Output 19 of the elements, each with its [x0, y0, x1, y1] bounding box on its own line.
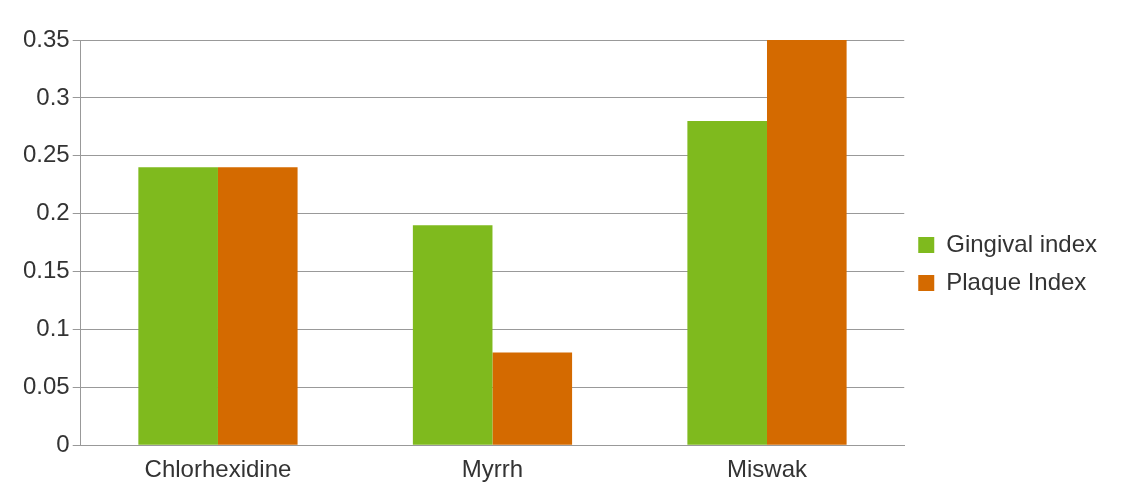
y-tick-label: 0.25 — [22, 140, 70, 168]
y-tick-label: 0.1 — [36, 314, 70, 342]
y-tick-label: 0.3 — [36, 82, 70, 110]
y-tick-label: 0 — [56, 429, 70, 457]
bar — [687, 121, 767, 445]
y-tick-label: 0.05 — [22, 371, 70, 399]
y-tick-label: 0.2 — [36, 198, 70, 226]
bar — [138, 167, 218, 445]
x-tick-label: Miswak — [726, 455, 808, 483]
bar — [412, 225, 493, 445]
x-tick-label: Myrrh — [461, 455, 524, 483]
bar — [492, 352, 573, 445]
y-tick-label: 0.35 — [22, 24, 70, 52]
x-tick-label: Chlorhexidine — [144, 455, 292, 483]
legend-label: Plaque Index — [946, 267, 1087, 295]
legend-label: Gingival index — [946, 229, 1097, 257]
bar — [217, 167, 298, 445]
bar — [766, 40, 847, 445]
y-tick-label: 0.15 — [22, 256, 70, 284]
